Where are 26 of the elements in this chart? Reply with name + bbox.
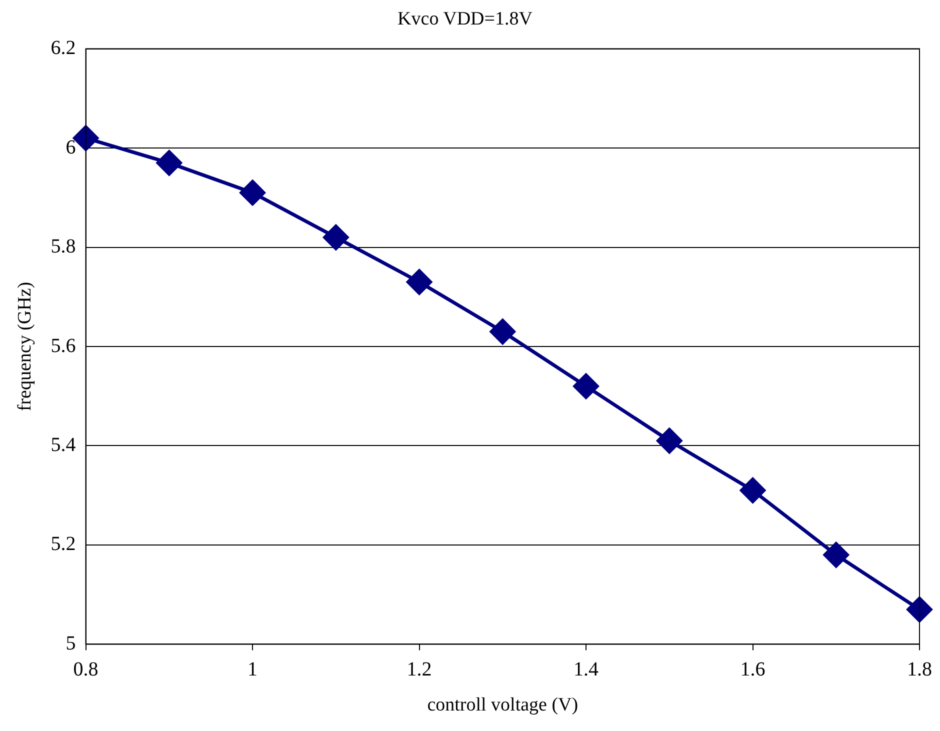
y-tick-label: 5.8 [50,236,76,258]
y-axis-title: frequency (GHz) [14,282,36,412]
point [240,180,266,206]
y-tick-label: 5.6 [50,334,76,357]
y-tick-label: 5.2 [50,533,76,556]
y-tick-label: 6.2 [50,37,76,60]
point [906,596,932,622]
x-tick-label: 1.2 [406,658,432,680]
y-tick-label: 5 [66,632,76,654]
x-tick-label: 1 [248,658,258,680]
point [490,318,516,344]
y-tick-label: 5.4 [50,434,76,456]
x-tick-label: 1.6 [740,658,766,680]
point [823,542,849,568]
x-tick-label: 1.8 [907,658,932,680]
point [156,150,182,176]
x-tick-label: 1.4 [574,658,599,680]
point [406,269,432,295]
x-axis-title: controll voltage (V) [427,694,578,716]
point [573,373,599,399]
y-tick-label: 6 [66,136,76,158]
point [656,428,682,454]
chart-title: Kvco VDD=1.8V [398,8,533,30]
point [323,224,349,250]
x-tick-label: 0.8 [73,658,98,680]
point [740,478,766,504]
